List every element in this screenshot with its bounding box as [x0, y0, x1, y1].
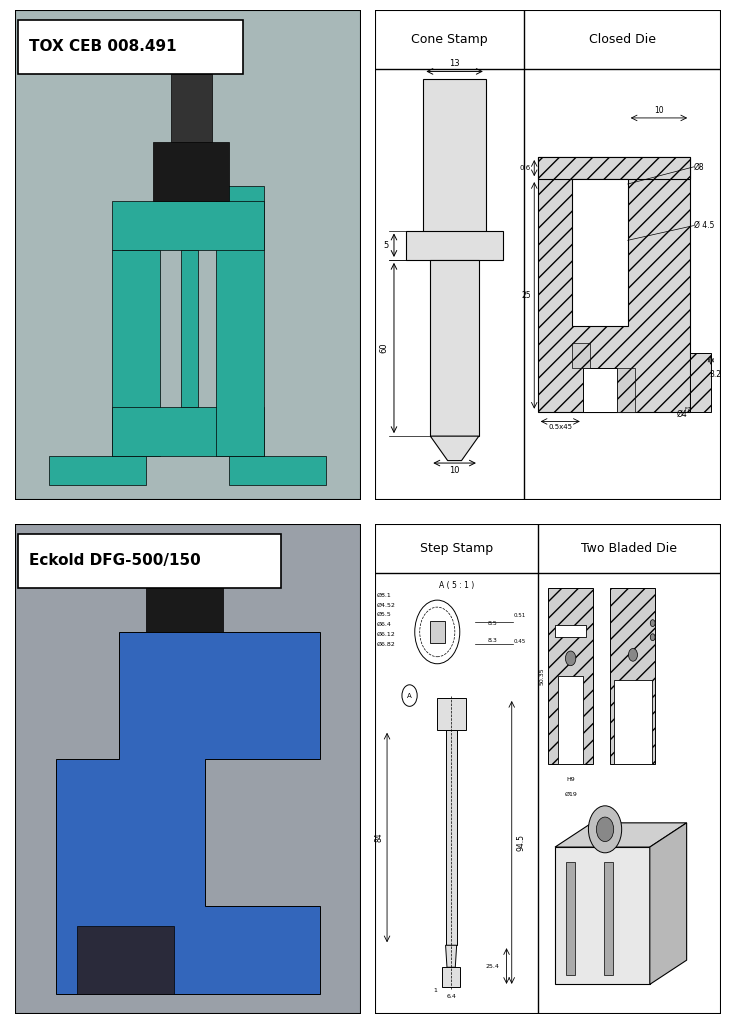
- Bar: [423, 79, 486, 236]
- Text: Eckold DFG-500/150: Eckold DFG-500/150: [29, 553, 200, 568]
- Text: 10: 10: [450, 467, 460, 475]
- Circle shape: [629, 648, 637, 662]
- Text: Ø8: Ø8: [693, 163, 704, 171]
- Bar: [18, 535, 281, 588]
- Text: Ø8.1: Ø8.1: [377, 593, 392, 598]
- Text: Closed Die: Closed Die: [589, 33, 656, 46]
- Bar: [112, 407, 264, 456]
- Bar: [573, 179, 628, 326]
- Bar: [153, 142, 230, 201]
- Text: 25.4: 25.4: [486, 964, 500, 969]
- Text: Ø4.52: Ø4.52: [377, 602, 395, 607]
- Bar: [18, 20, 244, 74]
- Bar: [406, 230, 503, 260]
- Bar: [618, 368, 634, 412]
- Text: A: A: [407, 692, 412, 698]
- Polygon shape: [555, 847, 650, 984]
- Bar: [112, 250, 160, 456]
- Text: 8.3: 8.3: [488, 638, 498, 643]
- Polygon shape: [445, 945, 456, 968]
- Text: 0.6: 0.6: [520, 165, 531, 171]
- Text: TOX CEB 008.491: TOX CEB 008.491: [29, 40, 176, 54]
- Text: 0.51: 0.51: [514, 613, 526, 618]
- Bar: [216, 186, 264, 456]
- Bar: [146, 583, 222, 632]
- Bar: [49, 456, 146, 485]
- Bar: [538, 157, 690, 412]
- Text: 13: 13: [449, 59, 460, 68]
- Polygon shape: [650, 823, 687, 984]
- Text: 0.5x45: 0.5x45: [548, 424, 572, 430]
- Bar: [614, 680, 652, 764]
- Circle shape: [651, 620, 655, 627]
- Circle shape: [588, 806, 622, 853]
- Text: Step Stamp: Step Stamp: [420, 543, 493, 555]
- Bar: [559, 676, 583, 764]
- Text: Two Bladed Die: Two Bladed Die: [581, 543, 678, 555]
- Text: H9: H9: [566, 777, 575, 782]
- Text: 10: 10: [654, 106, 664, 116]
- Bar: [112, 201, 264, 250]
- Text: 1: 1: [434, 988, 437, 992]
- Bar: [230, 456, 327, 485]
- Text: 84: 84: [375, 833, 383, 843]
- Bar: [436, 698, 466, 730]
- Bar: [548, 588, 593, 764]
- Bar: [171, 74, 212, 142]
- Polygon shape: [555, 823, 687, 847]
- Text: 5: 5: [383, 241, 389, 250]
- Polygon shape: [56, 632, 319, 994]
- Circle shape: [596, 817, 614, 842]
- Text: 94.5: 94.5: [517, 834, 526, 851]
- Bar: [431, 260, 479, 436]
- Text: Ø6.82: Ø6.82: [377, 642, 395, 647]
- Bar: [430, 622, 445, 643]
- Text: Ø 4.5: Ø 4.5: [693, 221, 714, 230]
- Text: 60: 60: [380, 343, 389, 353]
- Text: 25: 25: [521, 291, 531, 300]
- Text: Ø6.4: Ø6.4: [377, 623, 392, 627]
- Bar: [583, 368, 618, 412]
- Bar: [690, 353, 711, 412]
- Text: A ( 5 : 1 ): A ( 5 : 1 ): [439, 581, 474, 590]
- Text: Ø4: Ø4: [676, 410, 687, 419]
- Text: Ø6.12: Ø6.12: [377, 632, 395, 637]
- Bar: [181, 250, 198, 407]
- Text: Ø5.5: Ø5.5: [377, 612, 392, 617]
- Text: 0.45: 0.45: [514, 639, 526, 644]
- Bar: [573, 343, 590, 368]
- Text: Ø19: Ø19: [565, 792, 577, 797]
- Text: F7: F7: [684, 407, 690, 412]
- Bar: [163, 539, 205, 583]
- Bar: [538, 157, 690, 179]
- Bar: [604, 861, 613, 975]
- Bar: [442, 968, 460, 987]
- Bar: [445, 730, 456, 945]
- Text: 6.4: 6.4: [446, 993, 456, 998]
- Polygon shape: [431, 436, 479, 461]
- Text: 50.35: 50.35: [539, 668, 545, 685]
- Circle shape: [651, 634, 655, 641]
- Text: 8.5: 8.5: [488, 621, 498, 626]
- Bar: [610, 588, 656, 764]
- Bar: [555, 625, 586, 637]
- Bar: [77, 926, 174, 994]
- Text: 3.2: 3.2: [710, 371, 721, 380]
- Bar: [567, 861, 575, 975]
- Text: Cone Stamp: Cone Stamp: [411, 33, 488, 46]
- Circle shape: [565, 651, 576, 666]
